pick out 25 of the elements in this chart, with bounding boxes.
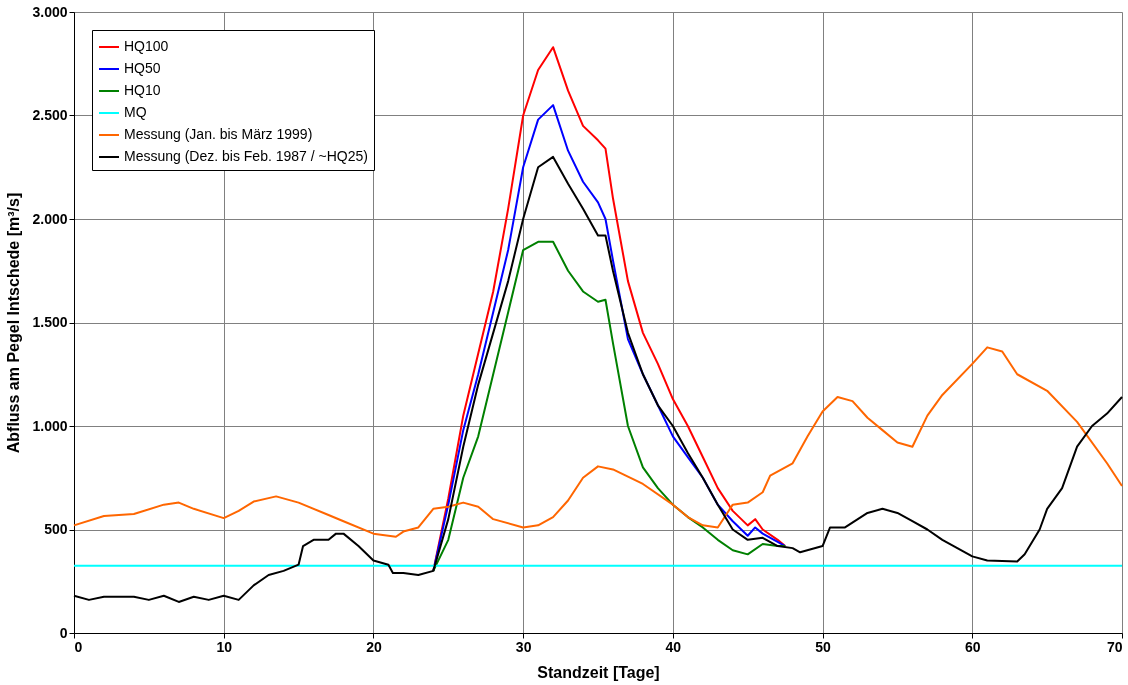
legend-label: HQ10 <box>124 82 161 98</box>
x-tick-label: 0 <box>74 638 83 655</box>
y-tick-label: 0 <box>59 624 68 641</box>
x-tick-label: 50 <box>815 638 832 655</box>
y-tick-label: 500 <box>44 521 68 537</box>
legend-label: HQ50 <box>124 60 161 76</box>
x-tick-label: 40 <box>665 638 682 655</box>
y-tick-label: 2.000 <box>32 210 68 227</box>
line-series <box>73 346 1123 538</box>
x-tick-label: 20 <box>366 638 382 655</box>
legend-label: Messung (Jan. bis März 1999) <box>124 126 313 142</box>
y-tick-label: 1.500 <box>32 314 68 330</box>
line-series <box>432 240 787 572</box>
x-tick-label: 30 <box>515 638 532 655</box>
y-tick-label: 1.000 <box>32 417 68 434</box>
legend-label: Messung (Dez. bis Feb. 1987 / ~HQ25) <box>124 148 368 164</box>
y-tick-label: 3.000 <box>32 3 68 20</box>
y-axis-title: Abfluss am Pegel Intschede [m³/s] <box>5 192 23 454</box>
x-tick-label: 10 <box>216 638 233 655</box>
legend-label: MQ <box>124 104 147 120</box>
x-tick-label: 70 <box>1106 638 1123 655</box>
x-tick-label: 60 <box>965 638 981 655</box>
legend-label: HQ100 <box>124 38 169 54</box>
y-tick-label: 2.500 <box>32 107 68 123</box>
x-axis-title: Standzeit [Tage] <box>537 663 660 681</box>
